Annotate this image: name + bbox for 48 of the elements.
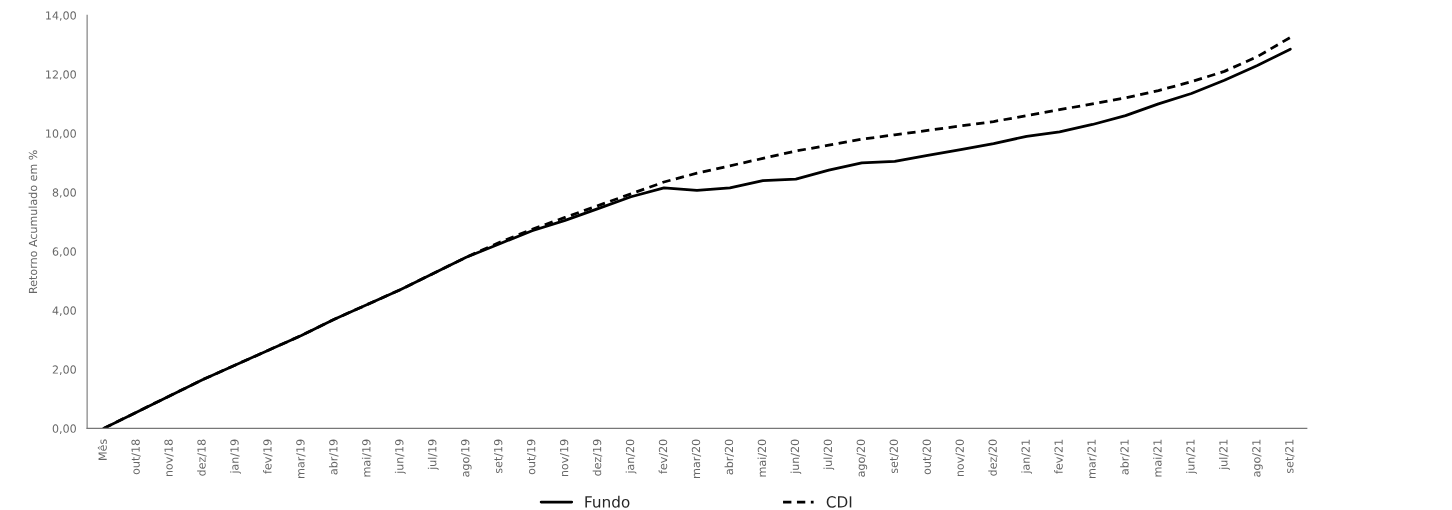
x-tick-label: jan/19 bbox=[230, 439, 241, 474]
x-tick-label: mai/19 bbox=[361, 439, 372, 477]
x-tick-label: mai/21 bbox=[1153, 439, 1163, 477]
x-tick-label: abr/21 bbox=[1120, 439, 1130, 475]
x-tick-label: dez/19 bbox=[592, 439, 603, 476]
x-tick-label: dez/18 bbox=[197, 439, 207, 476]
x-tick-label: fev/19 bbox=[263, 439, 273, 474]
x-tick-label: ago/19 bbox=[461, 439, 472, 477]
x-tick-label: abr/20 bbox=[724, 439, 735, 475]
x-tick-label: abr/19 bbox=[328, 439, 339, 475]
x-tick-label: set/19 bbox=[493, 439, 504, 474]
x-tick-label: fev/20 bbox=[658, 439, 669, 474]
x-tick-label: mai/20 bbox=[757, 439, 767, 477]
y-tick-label: 10,00 bbox=[46, 129, 76, 139]
legend-label: Fundo bbox=[585, 495, 630, 508]
x-tick-label: jan/21 bbox=[1021, 439, 1032, 474]
x-tick-label: out/19 bbox=[526, 439, 537, 475]
y-tick-label: 14,00 bbox=[46, 11, 76, 21]
x-tick-label: nov/19 bbox=[559, 439, 570, 477]
y-tick-label: 12,00 bbox=[46, 70, 76, 80]
x-tick-label: Mês bbox=[97, 439, 107, 460]
y-axis-title: Retorno Acumulado em % bbox=[28, 150, 38, 293]
y-tick-label: 0,00 bbox=[52, 424, 76, 434]
legend-label: CDI bbox=[826, 496, 852, 508]
x-tick-label: mar/20 bbox=[691, 439, 702, 478]
x-tick-label: jan/20 bbox=[625, 439, 637, 474]
x-tick-label: mar/21 bbox=[1087, 439, 1097, 478]
x-tick-label: out/20 bbox=[922, 439, 932, 475]
x-tick-label: nov/20 bbox=[955, 439, 965, 477]
x-tick-label: ago/20 bbox=[856, 439, 868, 477]
x-tick-label: jul/19 bbox=[427, 439, 439, 471]
x-tick-label: jul/21 bbox=[1219, 439, 1230, 471]
x-tick-label: fev/21 bbox=[1054, 439, 1064, 474]
x-tick-label: out/18 bbox=[131, 439, 141, 475]
y-tick-label: 2,00 bbox=[52, 365, 76, 375]
x-tick-label: jul/20 bbox=[823, 439, 835, 471]
x-tick-label: jun/21 bbox=[1186, 439, 1197, 475]
x-tick-label: jun/20 bbox=[790, 439, 802, 475]
y-tick-label: 6,00 bbox=[52, 247, 76, 257]
x-tick-label: dez/20 bbox=[988, 439, 998, 476]
y-tick-label: 8,00 bbox=[52, 188, 76, 198]
y-tick-label: 4,00 bbox=[52, 306, 76, 316]
x-tick-label: mar/19 bbox=[296, 439, 306, 478]
x-tick-label: jun/19 bbox=[394, 439, 406, 475]
x-tick-label: set/20 bbox=[889, 439, 899, 474]
x-tick-label: ago/21 bbox=[1252, 439, 1263, 477]
x-tick-label: set/21 bbox=[1285, 439, 1295, 474]
x-tick-label: nov/18 bbox=[164, 439, 174, 477]
